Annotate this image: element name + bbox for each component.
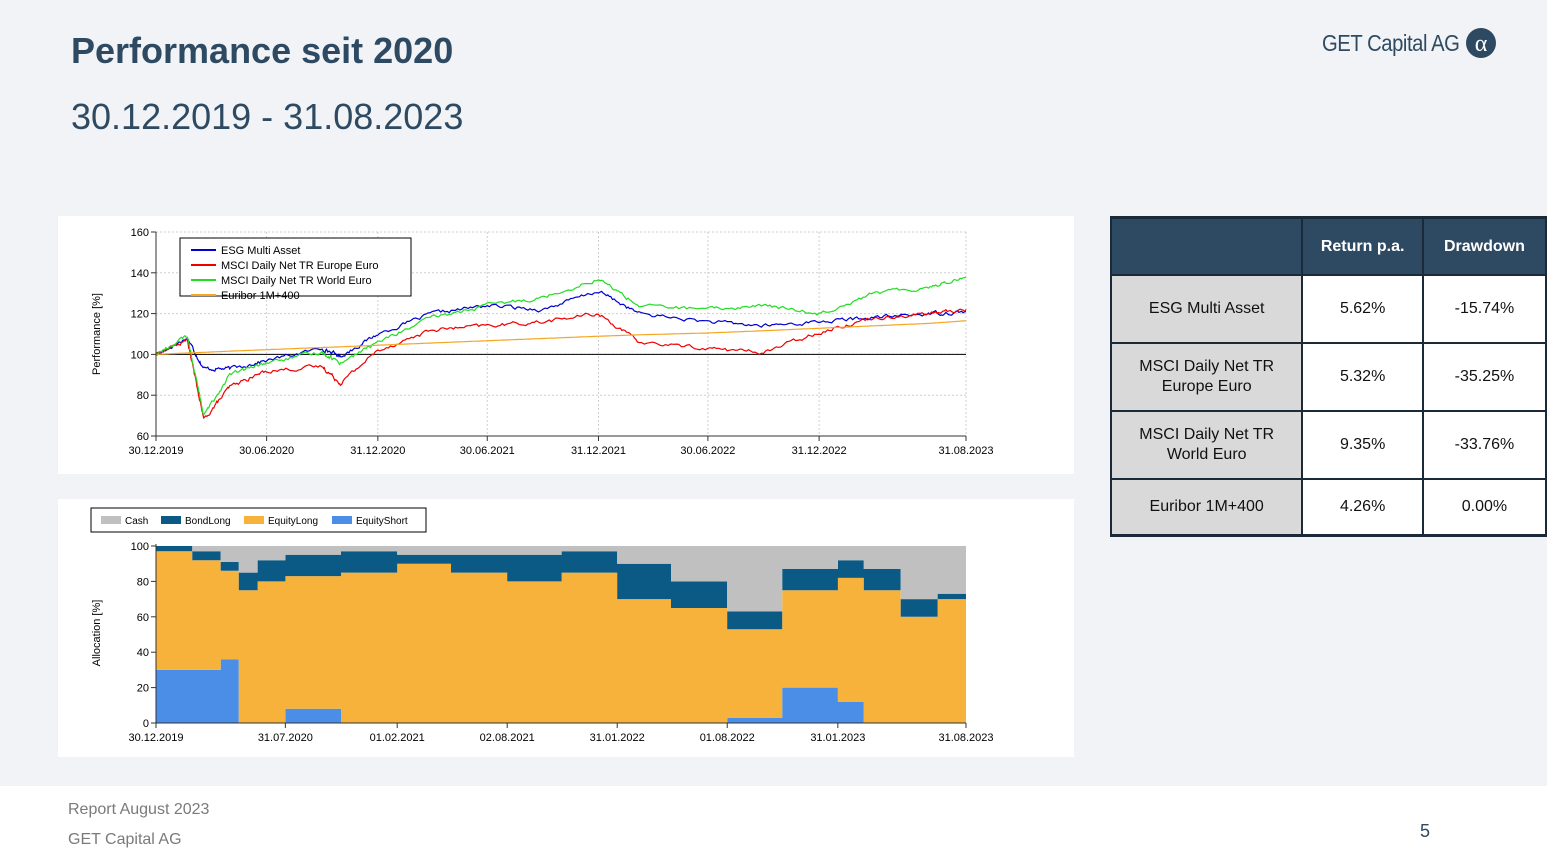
row-drawdown: 0.00% xyxy=(1421,478,1547,537)
row-return: 4.26% xyxy=(1301,478,1424,537)
alloc-area-cash xyxy=(156,546,966,617)
perf-ytick-label: 60 xyxy=(137,431,149,443)
alloc-area-equityshort xyxy=(156,659,966,723)
alloc-legend-swatch xyxy=(101,516,121,524)
perf-legend-label: Euribor 1M+400 xyxy=(221,290,300,302)
performance-chart: 60 80 100 120 140 160 30.12.2019 30.06.2020 31.… xyxy=(91,227,994,457)
page-number: 5 xyxy=(1420,821,1431,841)
alloc-legend-label: BondLong xyxy=(185,516,231,527)
page-title: Performance seit 2020 xyxy=(71,30,454,71)
alloc-xtick-label: 01.02.2021 xyxy=(370,732,425,744)
perf-xtick-label: 31.12.2022 xyxy=(792,445,847,457)
perf-legend-label: MSCI Daily Net TR Europe Euro xyxy=(221,260,379,272)
perf-series-line-4 xyxy=(155,320,967,355)
perf-legend-label: MSCI Daily Net TR World Euro xyxy=(221,275,372,287)
alloc-legend-label: EquityShort xyxy=(356,516,408,527)
perf-xtick-label: 31.08.2023 xyxy=(938,445,993,457)
alloc-y-axis-label: Allocation [%] xyxy=(91,600,103,667)
footer-report: Report August 2023 xyxy=(68,801,210,818)
alloc-ytick-label: 40 xyxy=(137,647,149,659)
perf-xtick-label: 31.12.2020 xyxy=(350,445,405,457)
alloc-ytick-label: 80 xyxy=(137,576,149,588)
alloc-xtick-label: 31.07.2020 xyxy=(258,732,313,744)
logo-text: GET Capital AG xyxy=(1322,29,1460,56)
header-return: Return p.a. xyxy=(1301,216,1424,276)
perf-xtick-label: 30.06.2022 xyxy=(680,445,735,457)
perf-ytick-label: 160 xyxy=(131,227,149,239)
alloc-ytick-label: 100 xyxy=(131,541,149,553)
footer-company: GET Capital AG xyxy=(68,831,182,848)
perf-legend-label: ESG Multi Asset xyxy=(221,245,300,257)
row-drawdown: -33.76% xyxy=(1421,410,1547,480)
performance-chart-panel: 60 80 100 120 140 160 30.12.2019 30.06.2020 31.… xyxy=(58,216,1074,474)
perf-ytick-label: 140 xyxy=(131,268,149,280)
table-row: MSCI Daily Net TR Europe Euro 5.32% -35.… xyxy=(1109,342,1547,412)
alloc-area-equitylong xyxy=(156,551,966,723)
allocation-chart-panel: 0 20 40 60 80 100 30.12.2019 31.07.2020 01.02.2… xyxy=(58,499,1074,757)
perf-xtick-label: 30.06.2021 xyxy=(460,445,515,457)
perf-legend: ESG Multi Asset MSCI Daily Net TR Europe … xyxy=(179,237,412,302)
perf-xtick-label: 30.12.2019 xyxy=(128,445,183,457)
alloc-xtick-label: 31.08.2023 xyxy=(938,732,993,744)
alloc-legend-label: EquityLong xyxy=(268,516,318,527)
perf-series-line-1 xyxy=(155,290,967,373)
table-row: Euribor 1M+400 4.26% 0.00% xyxy=(1109,478,1547,537)
allocation-chart: 0 20 40 60 80 100 30.12.2019 31.07.2020 01.02.2… xyxy=(90,507,994,744)
row-label: Euribor 1M+400 xyxy=(1109,478,1304,537)
date-range-subtitle: 30.12.2019 - 31.08.2023 xyxy=(71,96,464,137)
header-drawdown: Drawdown xyxy=(1421,216,1547,276)
perf-y-axis-label: Performance [%] xyxy=(91,293,103,375)
alloc-legend-swatch xyxy=(161,516,181,524)
header-empty xyxy=(1109,216,1304,276)
alloc-ytick-label: 0 xyxy=(143,718,149,730)
alloc-legend-label: Cash xyxy=(125,516,148,527)
row-return: 5.62% xyxy=(1301,274,1424,344)
alloc-xtick-label: 31.01.2022 xyxy=(590,732,645,744)
alloc-xtick-label: 31.01.2023 xyxy=(810,732,865,744)
row-label: MSCI Daily Net TR World Euro xyxy=(1109,410,1304,480)
alloc-ytick-label: 20 xyxy=(137,683,149,695)
performance-stats-table: Return p.a. Drawdown ESG Multi Asset 5.6… xyxy=(1109,216,1547,537)
table-header-row: Return p.a. Drawdown xyxy=(1109,216,1547,276)
alloc-ytick-label: 60 xyxy=(137,612,149,624)
table-row: ESG Multi Asset 5.62% -15.74% xyxy=(1109,274,1547,344)
perf-ytick-label: 120 xyxy=(131,309,149,321)
alpha-logo-icon: α xyxy=(1466,28,1497,58)
perf-xtick-label: 30.06.2020 xyxy=(239,445,294,457)
row-label: MSCI Daily Net TR Europe Euro xyxy=(1109,342,1304,412)
perf-series-line-2 xyxy=(155,308,967,420)
perf-xtick-label: 31.12.2021 xyxy=(571,445,626,457)
alloc-xtick-label: 02.08.2021 xyxy=(480,732,535,744)
row-drawdown: -15.74% xyxy=(1421,274,1547,344)
row-drawdown: -35.25% xyxy=(1421,342,1547,412)
footer-bar xyxy=(0,786,1547,853)
alloc-area-bondlong xyxy=(156,546,966,630)
perf-ytick-label: 100 xyxy=(131,349,149,361)
perf-ytick-label: 80 xyxy=(137,390,149,402)
table-row: MSCI Daily Net TR World Euro 9.35% -33.7… xyxy=(1109,410,1547,480)
alloc-legend-swatch xyxy=(332,516,352,524)
company-logo: GET Capital AG α xyxy=(1322,26,1498,60)
row-return: 9.35% xyxy=(1301,410,1424,480)
alloc-xtick-label: 30.12.2019 xyxy=(128,732,183,744)
row-label: ESG Multi Asset xyxy=(1109,274,1304,344)
row-return: 5.32% xyxy=(1301,342,1424,412)
alloc-xtick-label: 01.08.2022 xyxy=(700,732,755,744)
svg-text:α: α xyxy=(1475,31,1488,57)
alloc-legend: Cash BondLong EquityLong EquityShort xyxy=(90,507,427,533)
alloc-legend-swatch xyxy=(244,516,264,524)
perf-series-line-3 xyxy=(155,276,967,416)
